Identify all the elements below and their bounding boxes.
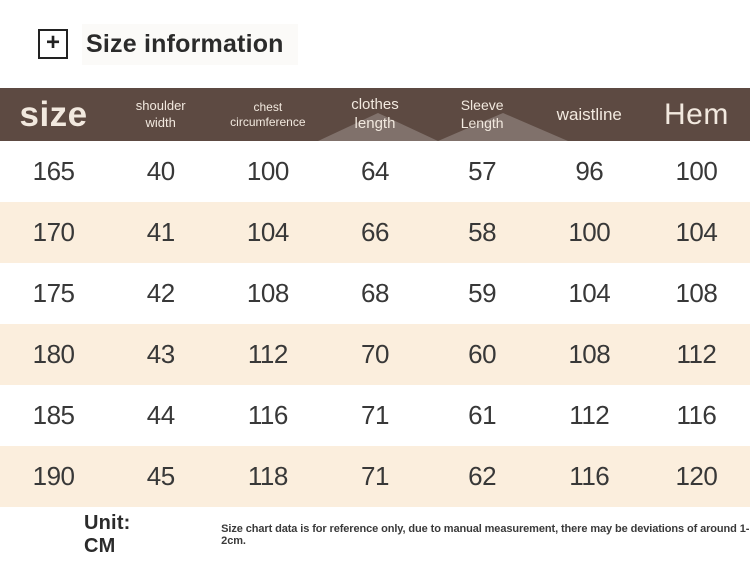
cell-sleeve-length: 62 bbox=[468, 461, 497, 491]
cell-sleeve-length: 61 bbox=[468, 400, 497, 430]
cell-clothes-length: 71 bbox=[361, 461, 389, 491]
cell-clothes-length: 70 bbox=[361, 339, 389, 369]
cell-chest-circumference: 112 bbox=[247, 339, 288, 369]
table-header-row: size shoulder width chest circumference … bbox=[0, 88, 750, 141]
table-row: 170 41 104 66 58 100 104 bbox=[0, 202, 750, 263]
cell-clothes-length: 71 bbox=[361, 400, 389, 430]
cell-chest-circumference: 108 bbox=[246, 278, 289, 308]
plus-glyph: + bbox=[45, 29, 60, 56]
cell-size: 165 bbox=[32, 156, 75, 186]
cell-waistline: 96 bbox=[575, 156, 604, 186]
page-title: Size information bbox=[82, 23, 298, 65]
table-row: 190 45 118 71 62 116 120 bbox=[0, 446, 750, 507]
cell-size: 190 bbox=[32, 461, 75, 491]
cell-shoulder-width: 43 bbox=[146, 339, 175, 369]
cell-waistline: 104 bbox=[568, 278, 611, 308]
unit-label: Unit: CM bbox=[84, 512, 131, 557]
cell-hem: 108 bbox=[675, 278, 718, 308]
cell-hem: 116 bbox=[676, 400, 717, 430]
cell-sleeve-length: 60 bbox=[468, 339, 497, 369]
cell-shoulder-width: 44 bbox=[146, 400, 175, 430]
cell-size: 180 bbox=[32, 339, 75, 369]
cell-sleeve-length: 59 bbox=[468, 278, 497, 308]
cell-waistline: 100 bbox=[568, 217, 611, 247]
column-header-sleeve-length: Sleeve Length bbox=[460, 97, 504, 131]
cell-hem: 120 bbox=[675, 461, 718, 491]
cell-size: 185 bbox=[32, 400, 75, 430]
cell-chest-circumference: 104 bbox=[246, 217, 289, 247]
cell-shoulder-width: 41 bbox=[146, 217, 175, 247]
table-row: 185 44 116 71 61 112 116 bbox=[0, 385, 750, 446]
column-header-clothes-length: clothes length bbox=[351, 95, 399, 132]
cell-shoulder-width: 42 bbox=[146, 278, 175, 308]
cell-hem: 112 bbox=[676, 339, 717, 369]
column-header-waistline: waistline bbox=[556, 104, 622, 124]
cell-waistline: 108 bbox=[568, 339, 611, 369]
cell-hem: 104 bbox=[675, 217, 718, 247]
cell-waistline: 116 bbox=[569, 461, 610, 491]
cell-chest-circumference: 118 bbox=[247, 461, 288, 491]
table-footer: Unit: CM Size chart data is for referenc… bbox=[0, 507, 750, 563]
column-header-size: size bbox=[19, 94, 88, 134]
cell-chest-circumference: 116 bbox=[247, 400, 288, 430]
cell-clothes-length: 68 bbox=[361, 278, 389, 308]
title-section: + Size information bbox=[0, 0, 750, 88]
table-row: 180 43 112 70 60 108 112 bbox=[0, 324, 750, 385]
cell-shoulder-width: 45 bbox=[146, 461, 175, 491]
cell-chest-circumference: 100 bbox=[246, 156, 289, 186]
table-row: 165 40 100 64 57 96 100 bbox=[0, 141, 750, 202]
cell-hem: 100 bbox=[675, 156, 718, 186]
cell-shoulder-width: 40 bbox=[146, 156, 175, 186]
column-header-chest-circumference: chest circumference bbox=[230, 99, 306, 129]
cell-size: 170 bbox=[32, 217, 75, 247]
cell-size: 175 bbox=[32, 278, 75, 308]
cell-sleeve-length: 57 bbox=[468, 156, 497, 186]
cell-clothes-length: 66 bbox=[361, 217, 389, 247]
column-header-shoulder-width: shoulder width bbox=[135, 98, 186, 130]
column-header-hem: Hem bbox=[663, 97, 729, 131]
cell-clothes-length: 64 bbox=[361, 156, 389, 186]
table-row: 175 42 108 68 59 104 108 bbox=[0, 263, 750, 324]
cell-waistline: 112 bbox=[569, 400, 610, 430]
cell-sleeve-length: 58 bbox=[468, 217, 497, 247]
plus-icon: + bbox=[38, 29, 68, 59]
disclaimer-text: Size chart data is for reference only, d… bbox=[221, 523, 750, 547]
